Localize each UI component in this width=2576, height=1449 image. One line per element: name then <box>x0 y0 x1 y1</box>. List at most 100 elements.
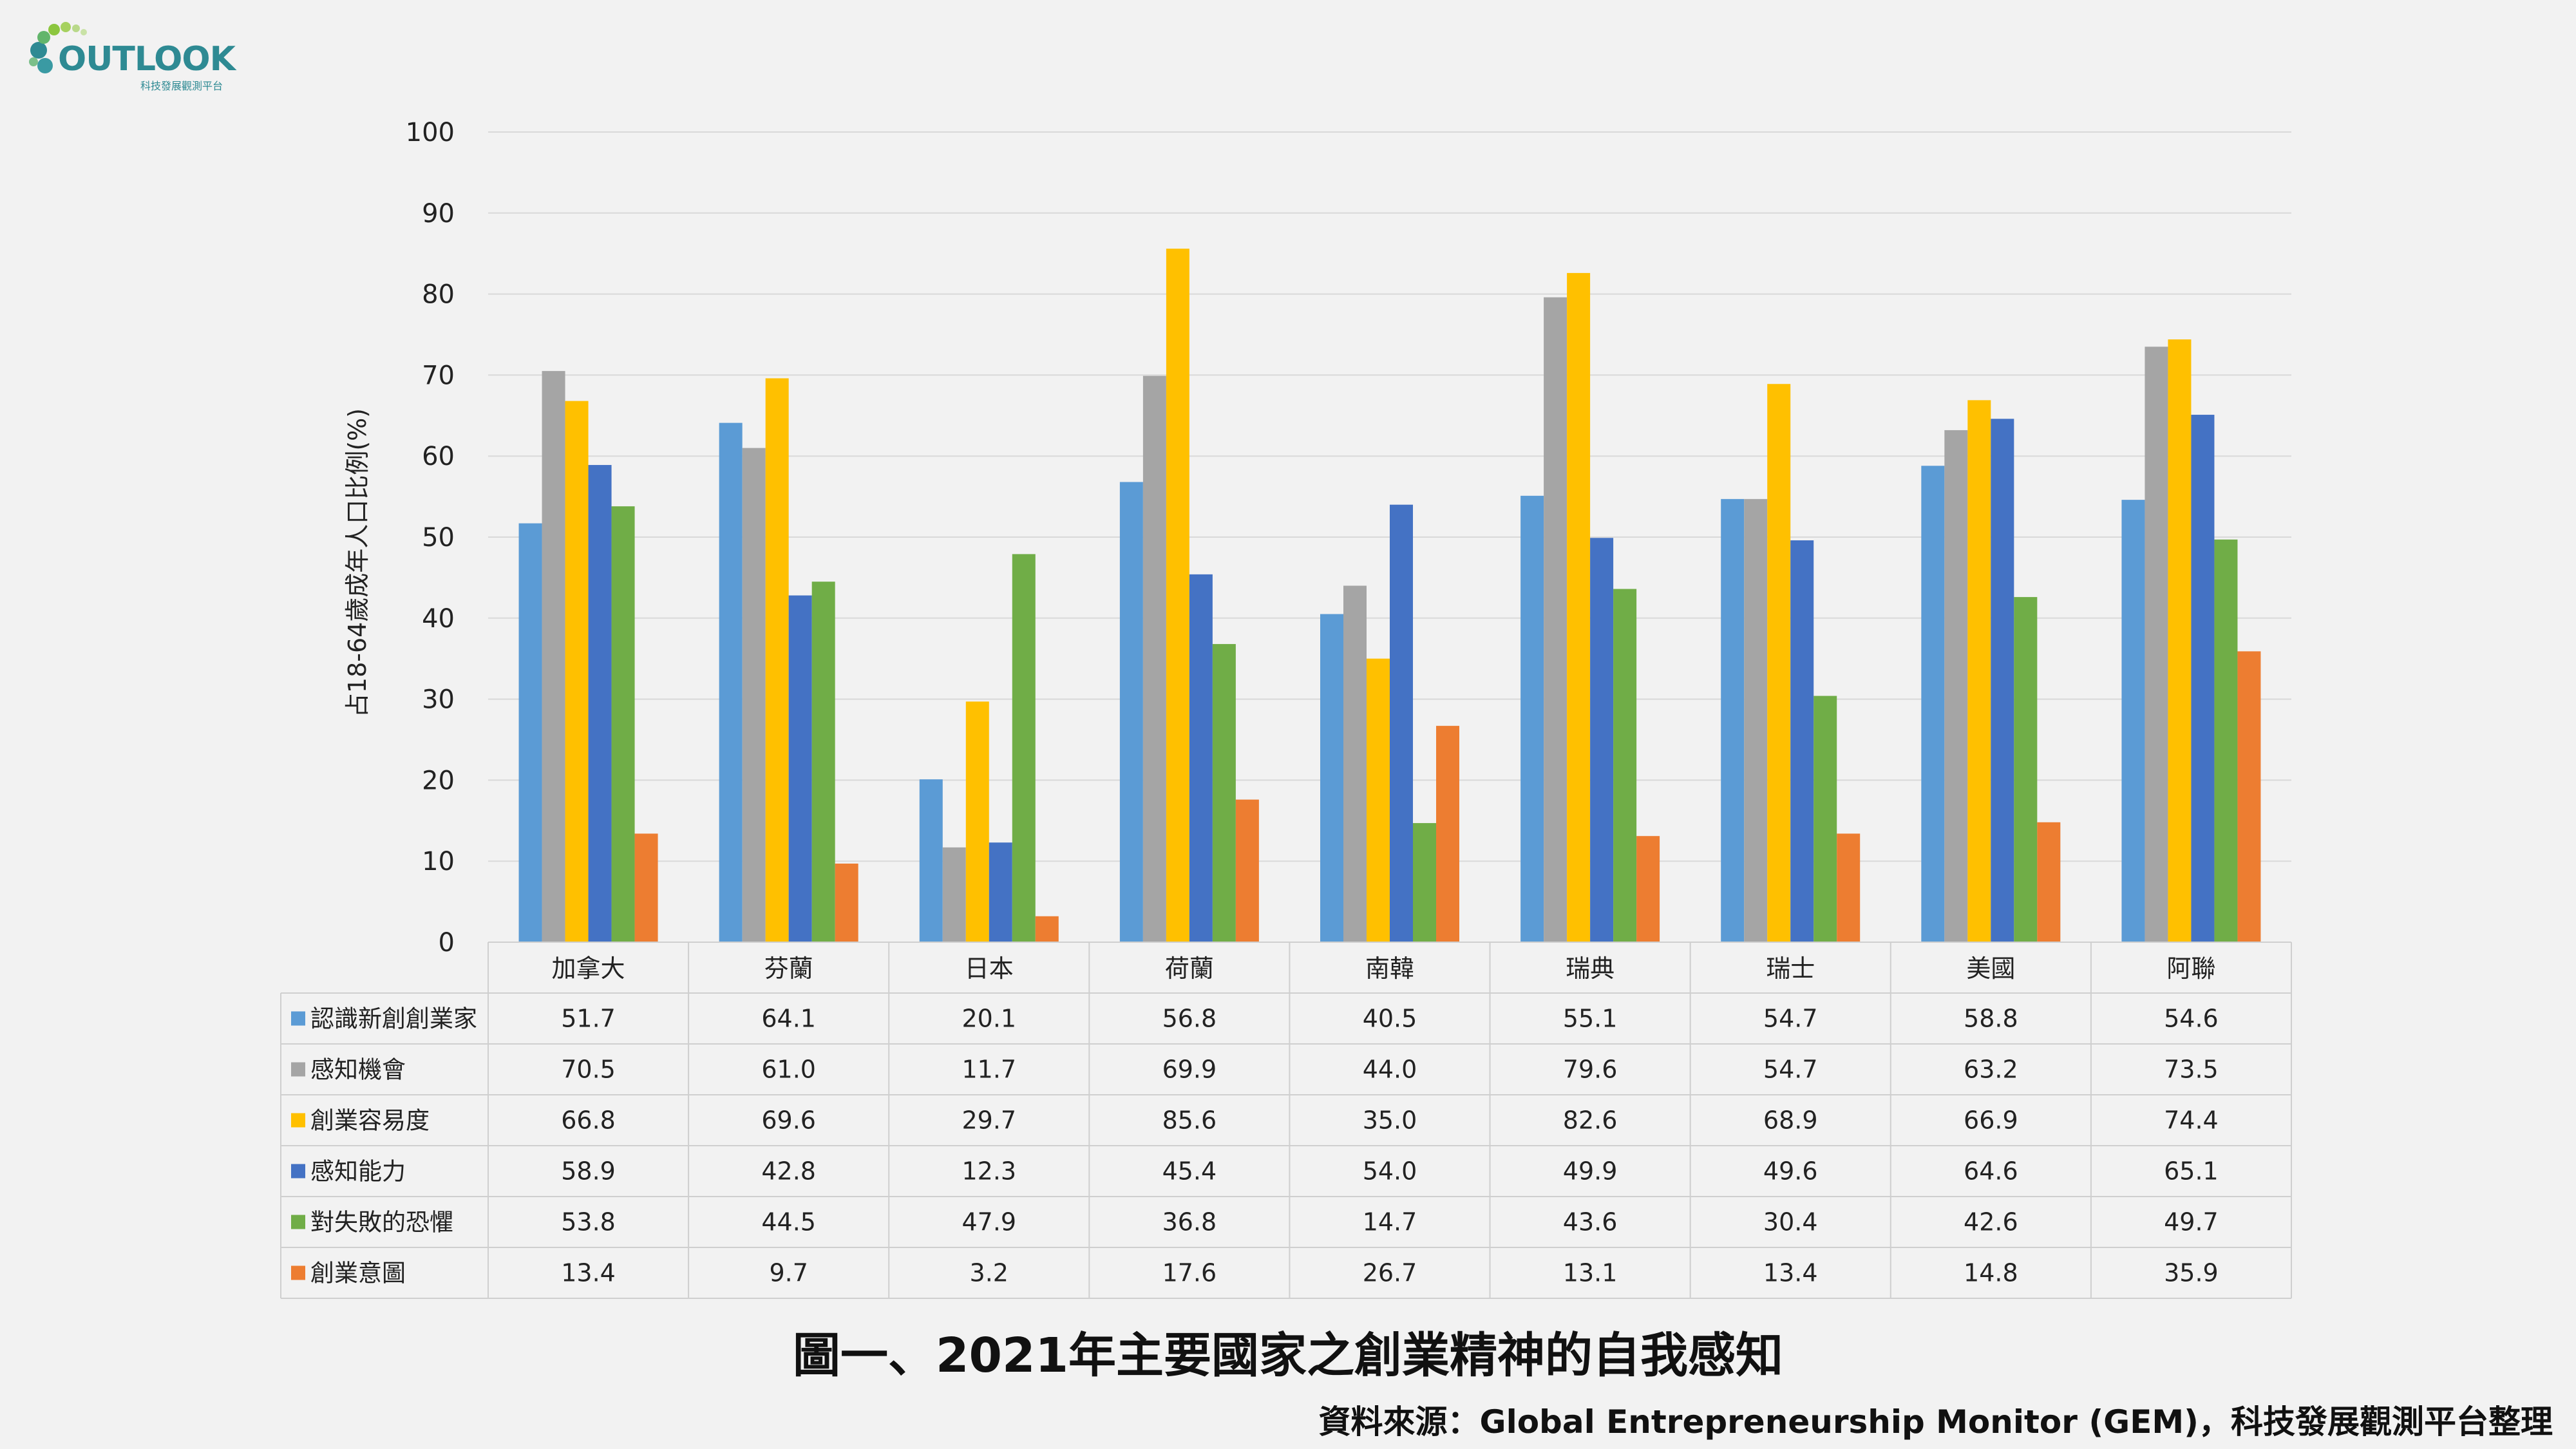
bar <box>1944 430 1968 942</box>
data-label: 20.1 <box>961 1005 1016 1033</box>
bar <box>1436 726 1459 942</box>
bar <box>742 448 766 942</box>
legend-key <box>291 1215 305 1229</box>
legend-key <box>291 1011 305 1026</box>
bar <box>811 582 835 942</box>
bar <box>1012 554 1036 942</box>
logo-dots-icon <box>29 22 87 73</box>
x-tick-label: 瑞典 <box>1566 954 1615 983</box>
bar <box>1636 836 1660 942</box>
bar <box>2037 822 2061 942</box>
data-label: 58.9 <box>561 1157 616 1186</box>
data-label: 42.6 <box>1964 1208 2018 1236</box>
legend-key <box>291 1113 305 1128</box>
bar <box>2145 346 2168 942</box>
bar <box>1814 696 1837 942</box>
data-label: 63.2 <box>1964 1056 2018 1084</box>
y-tick-label: 40 <box>422 604 455 634</box>
data-label: 51.7 <box>561 1005 616 1033</box>
bar <box>1413 823 1436 942</box>
legend-key <box>291 1062 305 1077</box>
y-tick-label: 20 <box>422 766 455 795</box>
data-label: 49.9 <box>1563 1157 1618 1186</box>
bar <box>1921 466 1945 942</box>
bar <box>942 847 966 942</box>
y-tick-label: 30 <box>422 685 455 715</box>
bar <box>2214 539 2238 942</box>
bar <box>2168 339 2192 942</box>
data-label: 12.3 <box>961 1157 1016 1186</box>
bar <box>919 779 943 942</box>
bar <box>1212 644 1236 942</box>
x-tick-label: 美國 <box>1966 954 2015 983</box>
y-tick-label: 80 <box>422 280 455 310</box>
y-tick-label: 90 <box>422 199 455 229</box>
bar <box>588 465 612 942</box>
bar <box>1166 249 1189 943</box>
bar <box>965 701 989 942</box>
bar <box>1189 574 1213 942</box>
data-label: 53.8 <box>561 1208 616 1236</box>
legend-key <box>291 1265 305 1280</box>
data-label: 61.0 <box>761 1056 816 1084</box>
data-label: 35.0 <box>1363 1106 1417 1135</box>
y-tick-label: 0 <box>439 928 455 958</box>
data-label: 68.9 <box>1763 1106 1818 1135</box>
bar <box>611 506 635 942</box>
data-label: 47.9 <box>961 1208 1016 1236</box>
x-tick-label: 日本 <box>965 954 1014 983</box>
bar <box>1390 504 1413 942</box>
data-label: 9.7 <box>769 1259 808 1287</box>
bar <box>2237 651 2261 942</box>
data-label: 14.8 <box>1964 1259 2018 1287</box>
bar <box>1721 498 1745 942</box>
data-label: 13.1 <box>1563 1259 1618 1287</box>
data-label: 66.9 <box>1964 1106 2018 1135</box>
legend-label: 認識新創創業家 <box>310 1005 477 1033</box>
x-tick-label: 芬蘭 <box>764 954 813 983</box>
bar <box>1991 419 2014 942</box>
bar <box>835 863 858 942</box>
data-label: 13.4 <box>561 1259 616 1287</box>
data-label: 11.7 <box>961 1056 1016 1084</box>
bar <box>1967 400 1991 942</box>
x-tick-label: 瑞士 <box>1766 954 1815 983</box>
bar <box>1367 658 1390 942</box>
data-label: 35.9 <box>2164 1259 2219 1287</box>
legend-key <box>291 1164 305 1179</box>
bar <box>1613 589 1637 942</box>
bar <box>1767 384 1791 942</box>
y-tick-label: 10 <box>422 847 455 876</box>
bar <box>1142 375 1166 942</box>
bar <box>1567 272 1591 943</box>
y-tick-label: 50 <box>422 523 455 553</box>
legend-label: 感知機會 <box>310 1056 406 1084</box>
data-label: 49.7 <box>2164 1208 2219 1236</box>
bar <box>1544 297 1567 943</box>
data-label: 85.6 <box>1162 1106 1217 1135</box>
data-label: 66.8 <box>561 1106 616 1135</box>
bar <box>1790 540 1814 942</box>
x-tick-label: 加拿大 <box>552 954 625 983</box>
bar <box>2121 500 2145 942</box>
data-label: 44.0 <box>1363 1056 1417 1084</box>
bar <box>518 523 542 942</box>
bar <box>1590 538 1614 942</box>
data-label: 26.7 <box>1363 1259 1417 1287</box>
data-label: 49.6 <box>1763 1157 1818 1186</box>
legend-label: 對失敗的恐懼 <box>310 1209 453 1236</box>
bar <box>542 371 565 942</box>
bar <box>1343 585 1367 942</box>
data-label: 56.8 <box>1162 1005 1217 1033</box>
data-label: 74.4 <box>2164 1106 2219 1135</box>
data-label: 13.4 <box>1763 1259 1818 1287</box>
data-label: 29.7 <box>961 1106 1016 1135</box>
data-label: 40.5 <box>1363 1005 1417 1033</box>
data-label: 43.6 <box>1563 1208 1618 1236</box>
data-label: 79.6 <box>1563 1056 1618 1084</box>
data-label: 54.6 <box>2164 1005 2219 1033</box>
data-label: 54.0 <box>1363 1157 1417 1186</box>
bar <box>1035 916 1059 942</box>
data-label: 82.6 <box>1563 1106 1618 1135</box>
